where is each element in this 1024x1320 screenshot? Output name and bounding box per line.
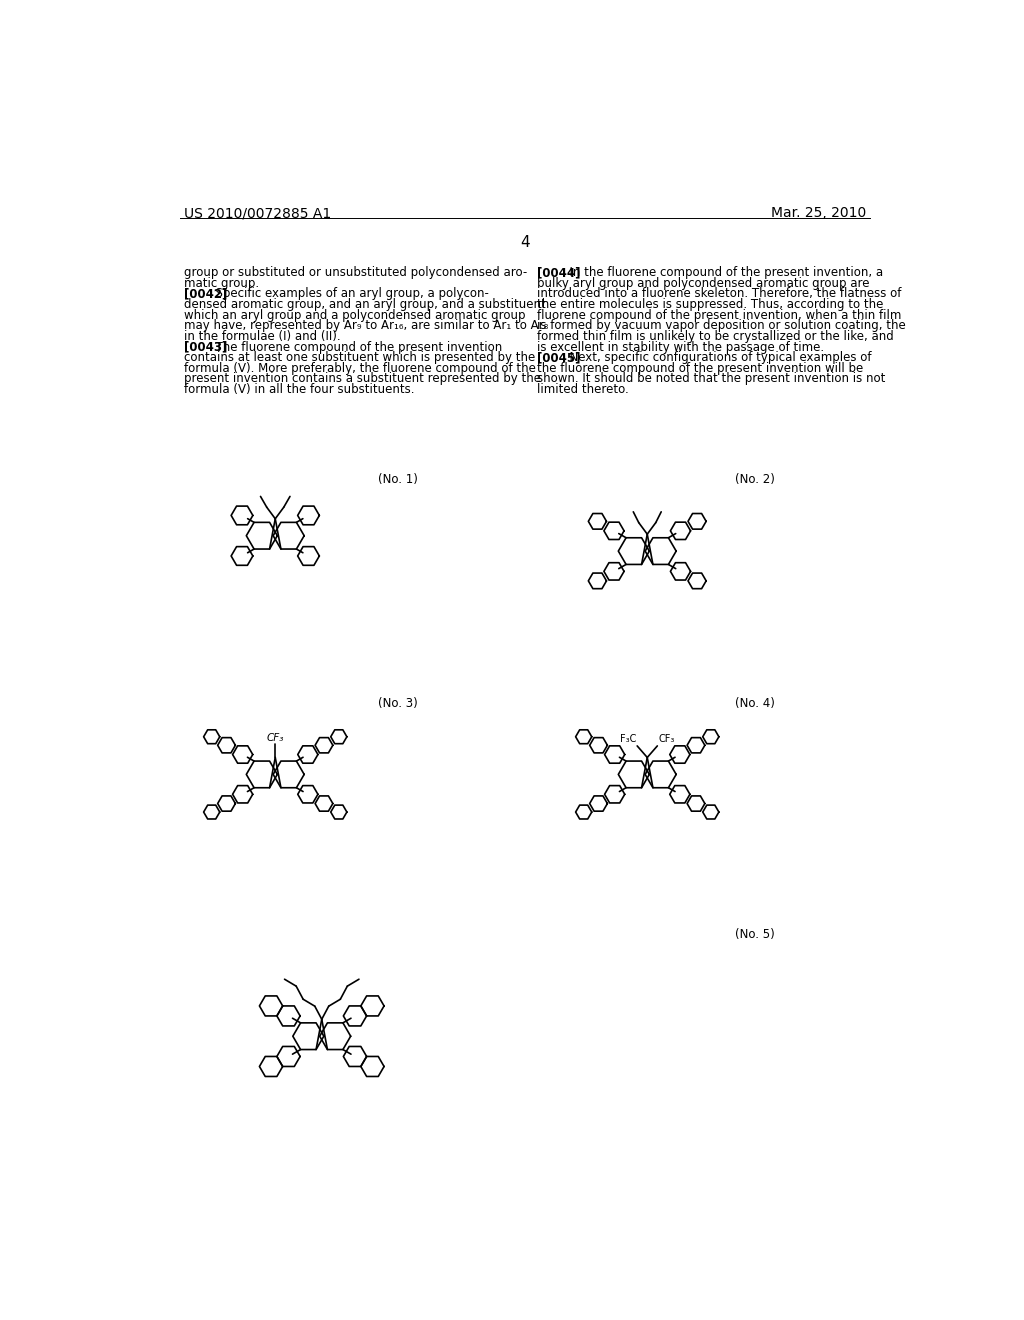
Text: formed thin film is unlikely to be crystallized or the like, and: formed thin film is unlikely to be cryst… [538,330,894,343]
Text: (No. 4): (No. 4) [735,697,775,710]
Text: Next, specific configurations of typical examples of: Next, specific configurations of typical… [562,351,871,364]
Text: (No. 2): (No. 2) [735,473,775,486]
Text: is formed by vacuum vapor deposition or solution coating, the: is formed by vacuum vapor deposition or … [538,319,906,333]
Text: fluorene compound of the present invention, when a thin film: fluorene compound of the present inventi… [538,309,901,322]
Text: densed aromatic group, and an aryl group, and a substituent: densed aromatic group, and an aryl group… [183,298,546,312]
Text: limited thereto.: limited thereto. [538,383,629,396]
Text: The fluorene compound of the present invention: The fluorene compound of the present inv… [208,341,503,354]
Text: F₃C: F₃C [620,734,636,744]
Text: [0045]: [0045] [538,351,581,364]
Text: formula (V) in all the four substituents.: formula (V) in all the four substituents… [183,383,415,396]
Text: CF₃: CF₃ [658,734,675,744]
Text: formula (V). More preferably, the fluorene compound of the: formula (V). More preferably, the fluore… [183,362,536,375]
Text: (No. 1): (No. 1) [378,473,418,486]
Text: contains at least one substituent which is presented by the: contains at least one substituent which … [183,351,536,364]
Text: CF₃: CF₃ [266,733,284,743]
Text: US 2010/0072885 A1: US 2010/0072885 A1 [183,206,331,220]
Text: the fluorene compound of the present invention will be: the fluorene compound of the present inv… [538,362,863,375]
Text: may have, represented by Ar₉ to Ar₁₆, are similar to Ar₁ to Ar₈: may have, represented by Ar₉ to Ar₁₆, ar… [183,319,548,333]
Text: in the formulae (I) and (II).: in the formulae (I) and (II). [183,330,340,343]
Text: which an aryl group and a polycondensed aromatic group: which an aryl group and a polycondensed … [183,309,525,322]
Text: 4: 4 [520,235,529,251]
Text: matic group.: matic group. [183,277,259,290]
Text: (No. 5): (No. 5) [735,928,774,941]
Text: (No. 3): (No. 3) [378,697,418,710]
Text: [0044]: [0044] [538,267,581,280]
Text: Specific examples of an aryl group, a polycon-: Specific examples of an aryl group, a po… [208,288,489,301]
Text: [0042]: [0042] [183,288,227,301]
Text: is excellent in stability with the passage of time.: is excellent in stability with the passa… [538,341,824,354]
Text: group or substituted or unsubstituted polycondensed aro-: group or substituted or unsubstituted po… [183,267,527,280]
Text: introduced into a fluorene skeleton. Therefore, the flatness of: introduced into a fluorene skeleton. The… [538,288,901,301]
Text: present invention contains a substituent represented by the: present invention contains a substituent… [183,372,541,385]
Text: In the fluorene compound of the present invention, a: In the fluorene compound of the present … [562,267,883,280]
Text: Mar. 25, 2010: Mar. 25, 2010 [770,206,866,220]
Text: the entire molecules is suppressed. Thus, according to the: the entire molecules is suppressed. Thus… [538,298,884,312]
Text: bulky aryl group and polycondensed aromatic group are: bulky aryl group and polycondensed aroma… [538,277,869,290]
Text: [0043]: [0043] [183,341,227,354]
Text: shown. It should be noted that the present invention is not: shown. It should be noted that the prese… [538,372,886,385]
